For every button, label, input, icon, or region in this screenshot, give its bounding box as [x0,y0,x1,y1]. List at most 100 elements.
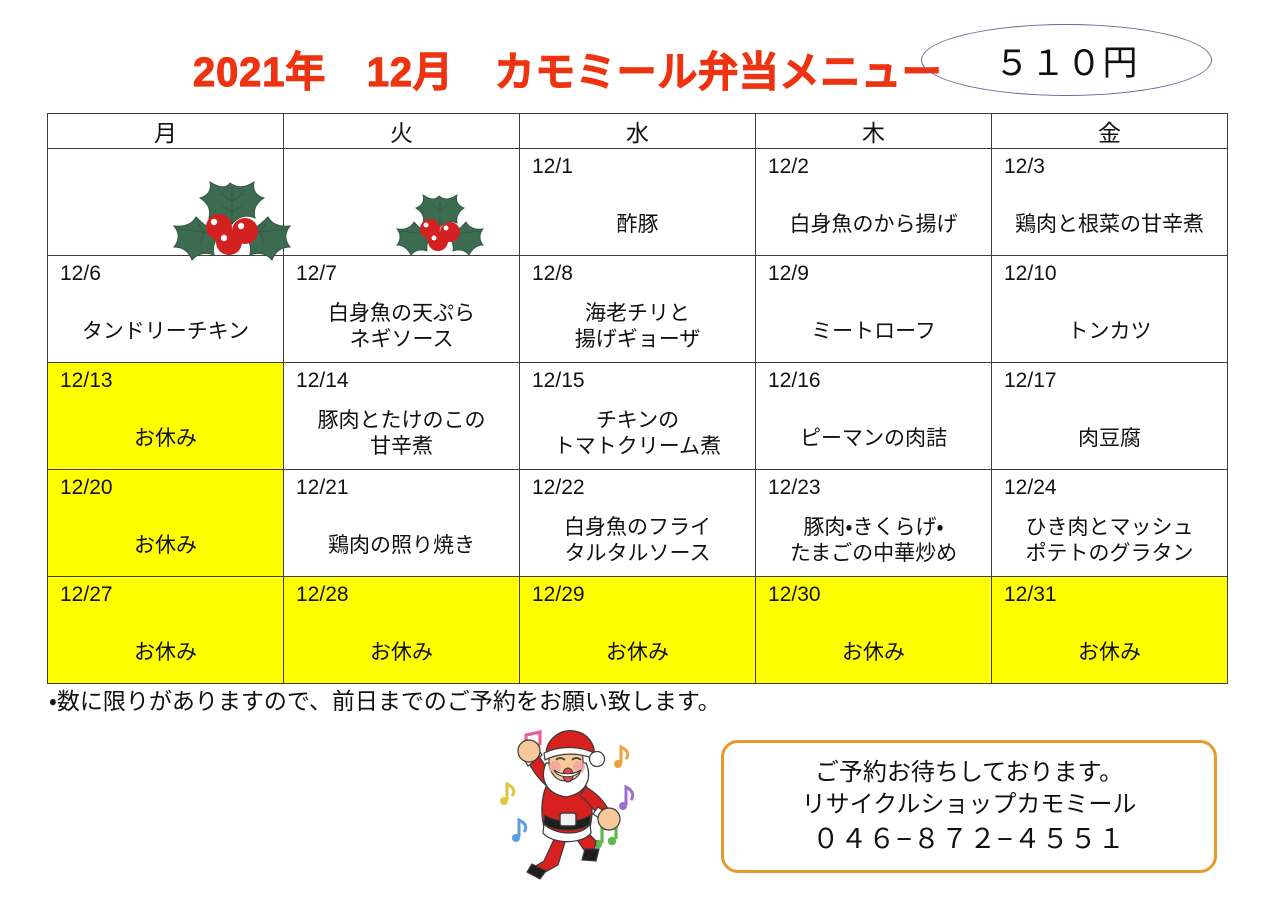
menu-calendar-table: 月 火 水 木 金 [47,113,1228,684]
cell-date: 12/2 [768,155,809,178]
cell-menu: タンドリーチキン [81,320,250,343]
cell-date: 12/24 [1004,476,1057,499]
weekday-header-thu: 木 [755,113,992,149]
dancing-santa-icon [500,730,635,880]
cell-menu: 鶏肉の照り焼き [328,534,475,557]
page-title: 2021年 12月 カモミール弁当メニュー [192,48,943,95]
cell-date: 12/3 [1004,155,1045,178]
cell-date: 12/14 [296,369,349,392]
calendar-cell: 12/15 チキンの トマトクリーム煮 [519,362,756,470]
calendar-cell-holiday: 12/30 お休み [755,576,992,684]
calendar-cell: 12/22 白身魚のフライ タルタルソース [519,469,756,577]
table-row: 12/13 お休み 12/14 豚肉とたけのこの 甘辛煮 12/15 チキンの … [47,362,1228,470]
cell-menu: 海老チリと 揚げギョーザ [574,302,701,351]
cell-menu: お休み [1078,641,1141,664]
cell-menu: ピーマンの肉詰 [800,427,947,450]
calendar-cell: 12/9 ミートローフ [755,255,992,363]
table-row: 12/6 タンドリーチキン 12/7 白身魚の天ぷら ネギソース 12/8 海老… [47,255,1228,363]
calendar-cell-holiday: 12/29 お休み [519,576,756,684]
cell-menu: 鶏肉と根菜の甘辛煮 [1015,213,1204,236]
cell-menu: 肉豆腐 [1078,427,1141,450]
music-note-purple [624,784,635,805]
page-header: 2021年 12月 カモミール弁当メニュー ５１０円 [0,0,1280,112]
cell-menu: 酢豚 [616,213,659,236]
cell-date: 12/28 [296,583,349,606]
cell-date: 12/8 [532,262,573,285]
calendar-cell: 12/17 肉豆腐 [991,362,1228,470]
music-note-blue [517,817,528,837]
cell-date: 12/13 [60,369,113,392]
cell-menu: 白身魚のフライ タルタルソース [564,516,711,565]
table-row: 12/1 酢豚 12/2 白身魚のから揚げ 12/3 鶏肉と根菜の甘辛煮 [47,148,1228,261]
calendar-cell-holiday: 12/27 お休み [47,576,284,684]
holly-icon [395,193,485,256]
cell-date: 12/27 [60,583,113,606]
reservation-note: ・数に限りがありますので、前日までのご予約をお願い致します。 [49,688,721,714]
cell-date: 12/21 [296,476,349,499]
calendar-cell-holiday: 12/31 お休み [991,576,1228,684]
calendar-cell: 12/1 酢豚 [519,148,756,256]
cell-menu: ひき肉とマッシュ ポテトのグラタン [1025,516,1194,565]
cell-date: 12/29 [532,583,585,606]
cell-date: 12/7 [296,262,337,285]
weekday-header-wed: 水 [519,113,756,149]
calendar-cell: 12/23 豚肉・きくらげ・ たまごの中華炒め [755,469,992,577]
contact-box: ご予約お待ちしております。 リサイクルショップカモミール ０４６−８７２−４５５… [721,740,1217,873]
calendar-cell: 12/14 豚肉とたけのこの 甘辛煮 [283,362,520,470]
cell-menu: お休み [370,641,433,664]
calendar-cell-holiday: 12/20 お休み [47,469,284,577]
calendar-header-row: 月 火 水 木 金 [47,113,1228,149]
table-row: 12/20 お休み 12/21 鶏肉の照り焼き 12/22 白身魚のフライ タル… [47,469,1228,577]
price-value: ５１０円 [994,43,1139,83]
calendar-cell: 12/10 トンカツ [991,255,1228,363]
price-badge: ５１０円 [921,24,1212,96]
cell-date: 12/31 [1004,583,1057,606]
contact-line-phone: ０４６−８７２−４５５１ [812,823,1126,854]
cell-date: 12/16 [768,369,821,392]
holly-icon [172,180,292,261]
weekday-header-mon: 月 [47,113,284,149]
weekday-header-tue: 火 [283,113,520,149]
calendar-cell-holiday: 12/13 お休み [47,362,284,470]
cell-menu: 白身魚の天ぷら ネギソース [328,302,475,351]
cell-menu: 豚肉・きくらげ・ たまごの中華炒め [789,516,958,565]
cell-date: 12/1 [532,155,573,178]
contact-line-shop-name: リサイクルショップカモミール [801,790,1137,818]
cell-menu: お休み [606,641,669,664]
cell-menu: お休み [134,427,197,450]
calendar-cell: 12/8 海老チリと 揚げギョーザ [519,255,756,363]
calendar-cell: 12/7 白身魚の天ぷら ネギソース [283,255,520,363]
calendar-cell [47,148,292,261]
cell-date: 12/10 [1004,262,1057,285]
calendar-cell: 12/6 タンドリーチキン [47,255,284,363]
music-note-orange [619,744,630,763]
cell-menu: お休み [134,641,197,664]
music-note-yellow [505,781,516,800]
cell-menu: トンカツ [1067,320,1152,343]
cell-menu: 白身魚のから揚げ [789,213,958,236]
cell-menu: お休み [842,641,905,664]
calendar-body: 12/1 酢豚 12/2 白身魚のから揚げ 12/3 鶏肉と根菜の甘辛煮 12/… [47,148,1228,684]
calendar-cell: 12/2 白身魚のから揚げ [755,148,992,256]
cell-date: 12/20 [60,476,113,499]
calendar-cell: 12/24 ひき肉とマッシュ ポテトのグラタン [991,469,1228,577]
calendar-cell: 12/16 ピーマンの肉詰 [755,362,992,470]
cell-menu: ミートローフ [811,320,936,343]
weekday-header-fri: 金 [991,113,1228,149]
calendar-cell: 12/3 鶏肉と根菜の甘辛煮 [991,148,1228,256]
cell-date: 12/17 [1004,369,1057,392]
cell-date: 12/9 [768,262,809,285]
cell-date: 12/23 [768,476,821,499]
calendar-cell [283,148,520,256]
cell-menu: 豚肉とたけのこの 甘辛煮 [317,409,486,458]
calendar-cell-holiday: 12/28 お休み [283,576,520,684]
calendar-cell: 12/21 鶏肉の照り焼き [283,469,520,577]
cell-date: 12/30 [768,583,821,606]
cell-menu: チキンの トマトクリーム煮 [553,409,722,458]
cell-date: 12/6 [60,262,101,285]
cell-date: 12/15 [532,369,585,392]
table-row: 12/27 お休み 12/28 お休み 12/29 お休み 12/30 お休み … [47,576,1228,684]
cell-date: 12/22 [532,476,585,499]
cell-menu: お休み [134,534,197,557]
contact-line-reservation: ご予約お待ちしております。 [814,758,1124,786]
